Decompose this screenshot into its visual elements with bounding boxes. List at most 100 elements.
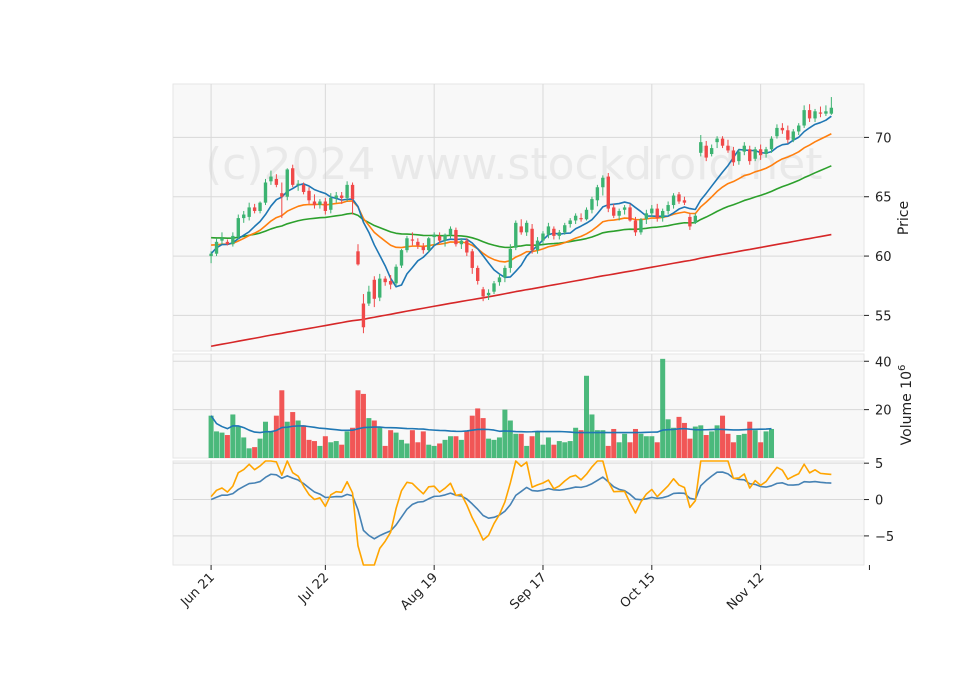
candle [541, 231, 545, 245]
candle [802, 105, 806, 128]
candle-body [535, 240, 540, 251]
candle-body [481, 289, 485, 297]
candle-body [601, 177, 605, 188]
volume-bar [366, 418, 372, 458]
volume-bar [518, 433, 524, 458]
candle-body [318, 201, 322, 206]
candle [563, 222, 567, 235]
volume-bar [246, 448, 252, 458]
candle [797, 123, 801, 136]
candle [699, 135, 703, 157]
candle-body [726, 145, 730, 151]
candle-body [671, 195, 676, 206]
candle [726, 139, 730, 153]
candle [590, 196, 594, 214]
candle-body [780, 127, 785, 131]
volume-bar [496, 437, 502, 458]
candle-body [731, 150, 736, 163]
volume-bar [589, 414, 595, 458]
volume-bar [447, 436, 453, 458]
candle [318, 199, 322, 209]
candle-body [247, 207, 251, 217]
volume-bar [486, 438, 492, 458]
candle [383, 276, 387, 286]
candle-body [655, 208, 659, 219]
candle [514, 220, 518, 251]
volume-bar [252, 447, 258, 458]
volume-axis-title: Volume 106 [897, 365, 915, 446]
candle [791, 129, 795, 143]
volume-bar [660, 358, 666, 458]
candle-body [405, 238, 409, 251]
candle [519, 219, 523, 235]
y-tick-label: 40 [875, 355, 892, 370]
candle-body [361, 303, 366, 328]
y-tick-label: 0 [875, 494, 883, 509]
oscillator-line-2 [210, 460, 832, 566]
candle-body [291, 168, 295, 185]
volume-bar [306, 439, 312, 458]
volume-bar [524, 445, 530, 458]
volume-bar [273, 415, 279, 458]
candle [242, 210, 246, 223]
candle [269, 170, 273, 185]
candle [584, 207, 589, 221]
volume-bar [567, 441, 573, 458]
candle-body [394, 266, 398, 284]
volume-bar [235, 426, 241, 458]
candle [546, 222, 551, 239]
volume-bar [703, 435, 709, 458]
candle-body [508, 248, 513, 268]
candle [291, 164, 295, 188]
volume-bar [301, 425, 307, 458]
volume-bar [709, 431, 715, 458]
candle [503, 265, 507, 283]
candle-body [410, 239, 415, 241]
volume-bar [350, 427, 356, 458]
candle-body [334, 195, 338, 198]
volume-bar [317, 445, 323, 458]
candle-body [742, 145, 746, 152]
candle-body [758, 149, 763, 156]
volume-bar [736, 435, 742, 458]
volume-bar [720, 415, 726, 458]
candle [307, 187, 311, 204]
candle-body [791, 131, 795, 140]
candle-body [617, 210, 621, 216]
candle-body [644, 213, 649, 220]
price-axis-title: Price [896, 201, 912, 235]
candle-body [231, 235, 235, 245]
volume-bar [605, 445, 611, 458]
candle [579, 213, 583, 222]
volume-bar [622, 433, 628, 458]
candle-body [486, 292, 491, 296]
candle [709, 144, 714, 157]
volume-bar [241, 437, 247, 458]
candle [372, 276, 377, 308]
volume-bar [714, 425, 720, 458]
volume-bar [491, 439, 497, 458]
candle [677, 191, 681, 204]
candle-body [383, 278, 387, 283]
candle-body [818, 112, 823, 114]
candle [323, 197, 328, 215]
oscillator-lines [210, 460, 832, 566]
candle-body [492, 283, 496, 292]
candle-body [497, 277, 502, 283]
volume-bar [409, 430, 415, 458]
candle [339, 191, 344, 204]
volume-bars [208, 358, 775, 458]
volume-bar [556, 441, 562, 458]
candle [367, 285, 371, 306]
candle-body [350, 184, 355, 200]
volume-bar [453, 436, 459, 458]
candle [263, 178, 268, 206]
candle-body [312, 201, 317, 206]
volume-bar [333, 441, 339, 458]
candle-body [797, 125, 801, 132]
volume-bar [355, 390, 361, 458]
candle [437, 232, 442, 244]
volume-bar [458, 439, 464, 458]
candle-body [682, 200, 687, 203]
